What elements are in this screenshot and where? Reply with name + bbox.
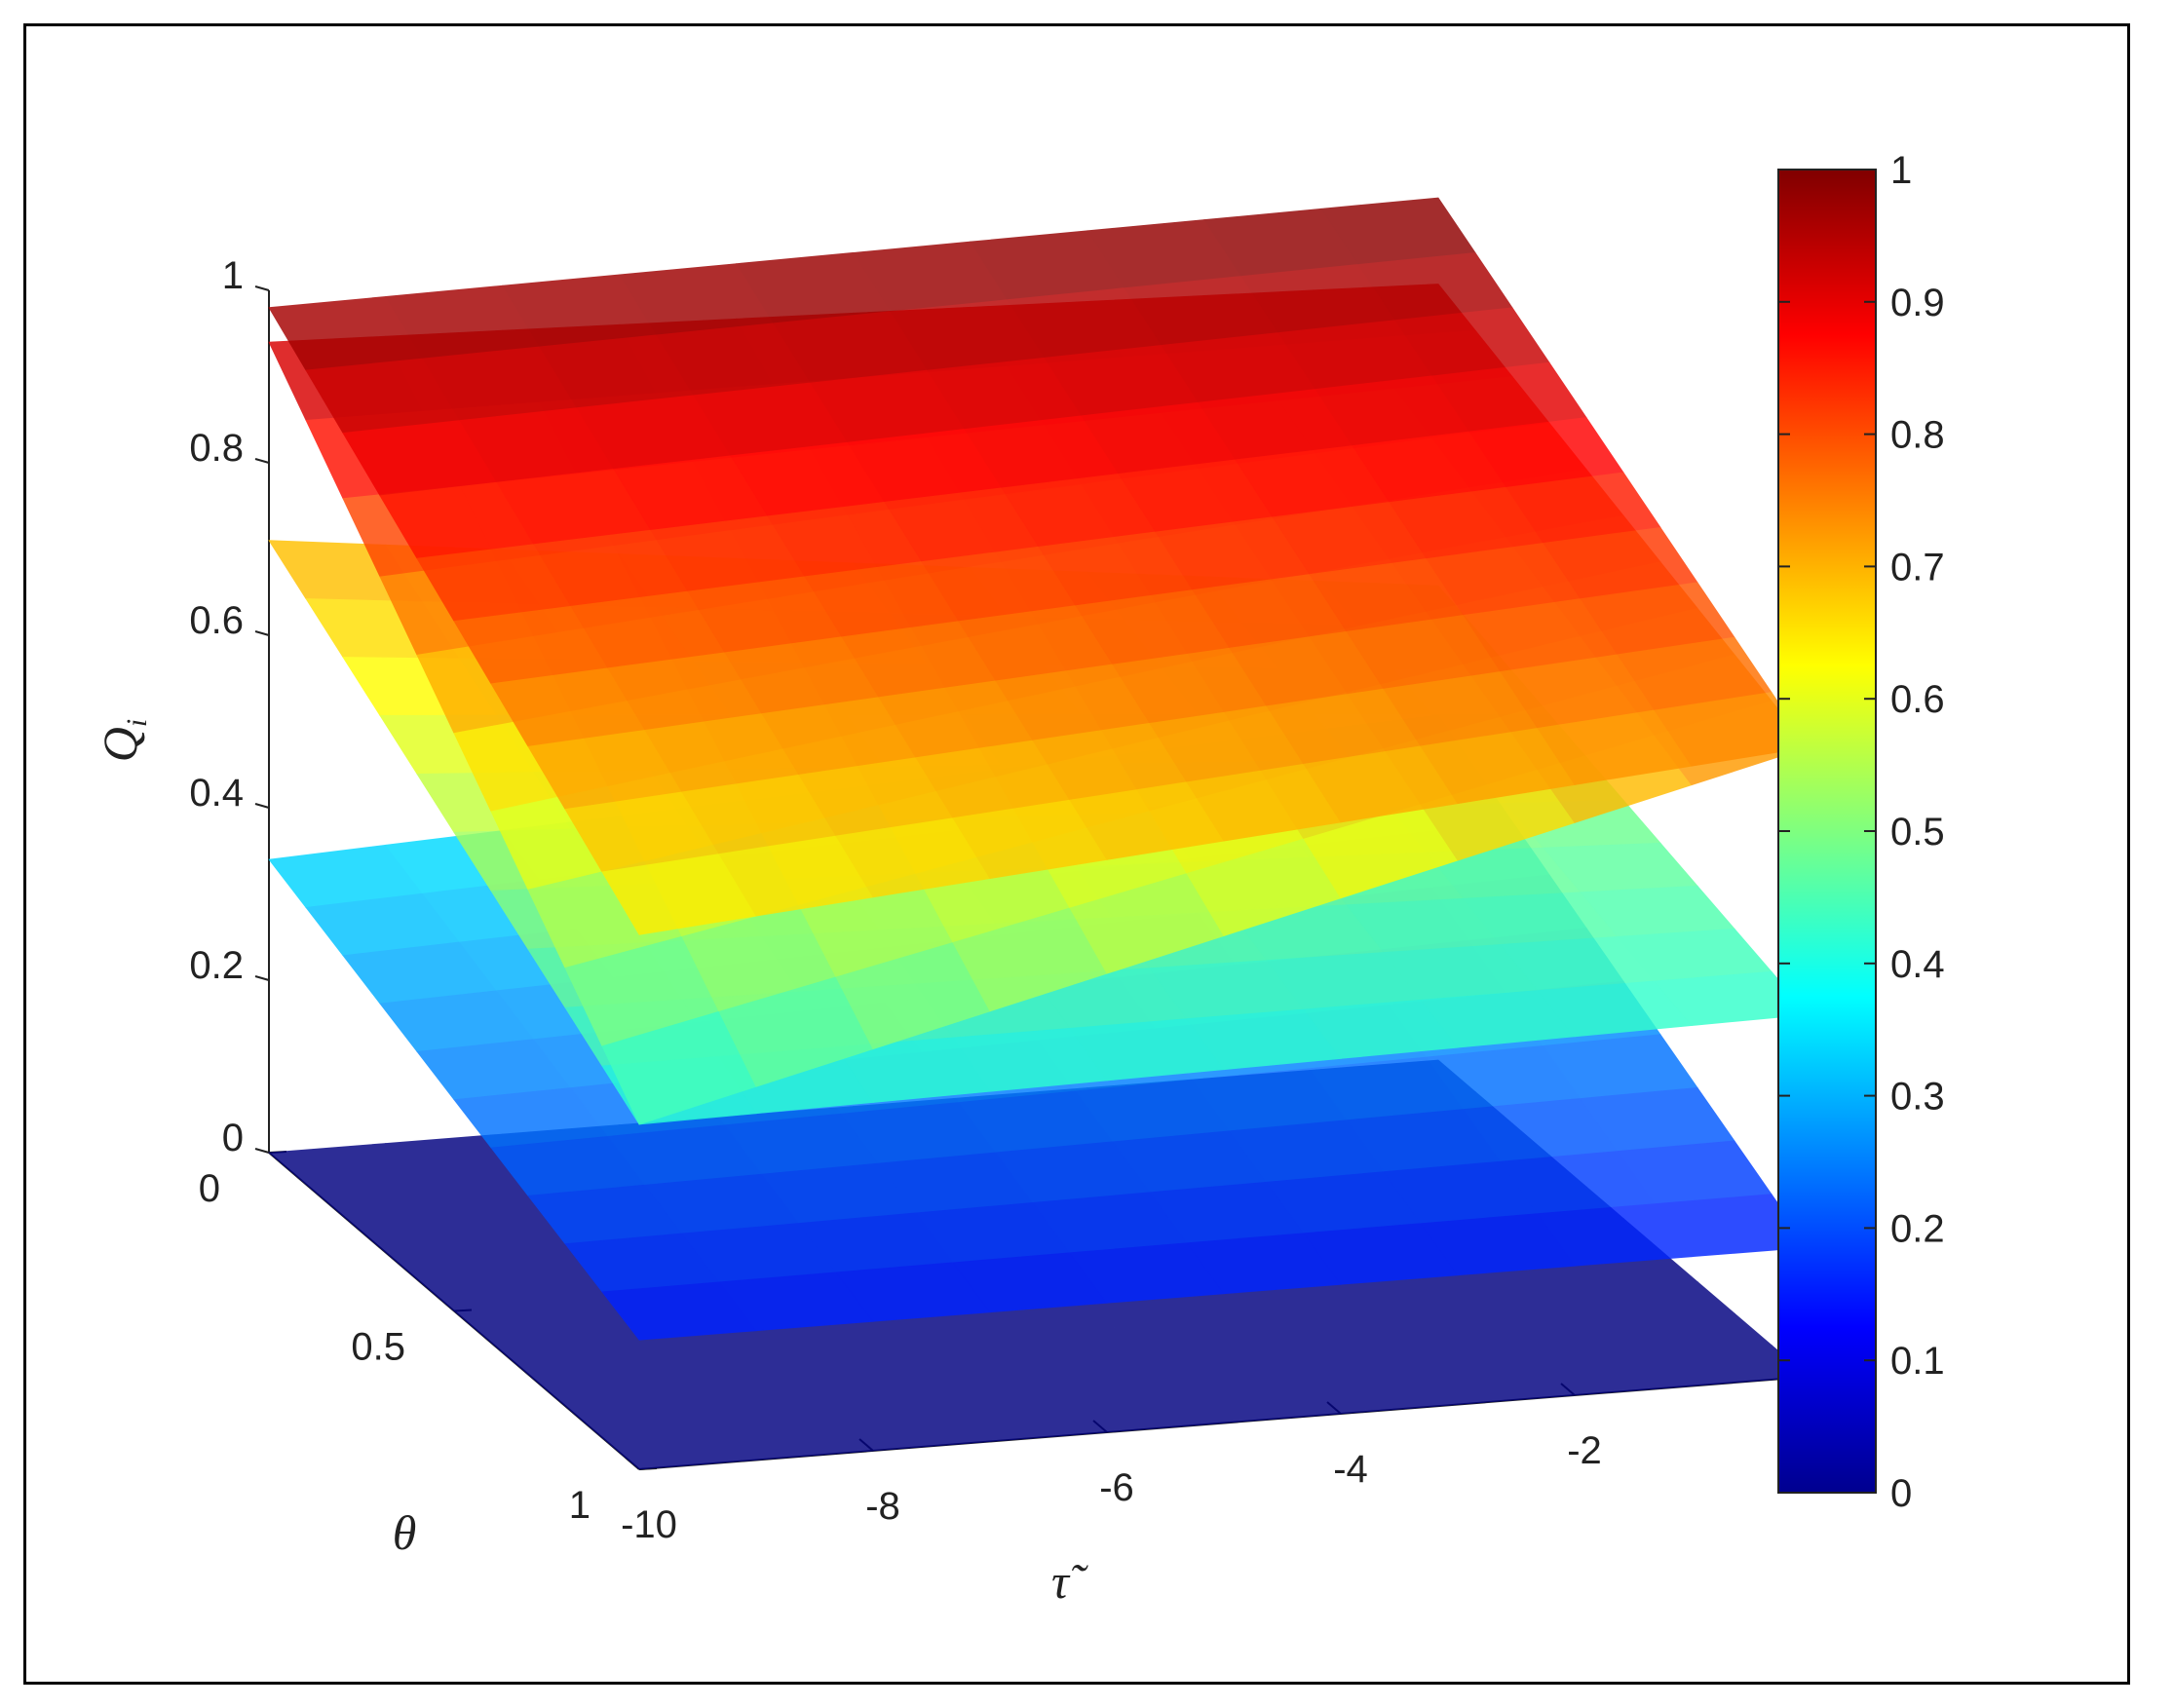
colorbar xyxy=(1777,169,1877,1494)
z-tick xyxy=(254,285,270,291)
tau-tick-label: -8 xyxy=(865,1485,900,1528)
surface-Q2 xyxy=(268,197,1810,935)
z-tick xyxy=(254,803,270,809)
tau-axis-label: τ̃ xyxy=(1051,1554,1088,1609)
colorbar-tick-label: 0.8 xyxy=(1890,414,1945,457)
z-axis-label-subscript: i xyxy=(121,719,153,727)
colorbar-tick-label: 0 xyxy=(1890,1472,1912,1515)
colorbar-tick-label: 0.7 xyxy=(1890,546,1945,588)
z-tick-label: 0 xyxy=(222,1117,244,1159)
colorbar-group: 0 0.1 0.2 0.3 0.4 0.5 0.6 0.7 0.8 0.9 1 xyxy=(1777,149,1945,1515)
theta-tick-label: 0.5 xyxy=(351,1326,405,1369)
z-tick xyxy=(254,975,270,981)
z-axis-label: Qi xyxy=(93,719,153,762)
z-tick-label: 0.2 xyxy=(189,944,244,987)
colorbar-tick-label: 0.6 xyxy=(1890,678,1945,721)
colorbar-tick-label: 0.9 xyxy=(1890,282,1945,324)
tau-tick-label: -4 xyxy=(1333,1448,1368,1491)
colorbar-tick-label: 1 xyxy=(1890,149,1912,192)
colorbar-tick-label: 0.1 xyxy=(1890,1340,1945,1383)
z-tick xyxy=(254,630,270,636)
z-tick xyxy=(254,458,270,464)
surfaces-group xyxy=(268,197,1810,1470)
colorbar-tick-label: 0.5 xyxy=(1890,811,1945,854)
z-tick-label: 0.6 xyxy=(189,599,244,642)
tau-tick-label: -6 xyxy=(1099,1466,1134,1509)
z-tick-label: 1 xyxy=(222,254,244,297)
tau-tick-label: -2 xyxy=(1567,1429,1602,1472)
colorbar-tick-label: 0.4 xyxy=(1890,943,1945,986)
theta-axis-label: θ xyxy=(393,1505,417,1560)
theta-tick-label: 0 xyxy=(199,1167,220,1210)
z-tick-label: 0.8 xyxy=(189,427,244,470)
colorbar-tick-label: 0.2 xyxy=(1890,1207,1945,1250)
theta-tick-label: 1 xyxy=(569,1484,591,1527)
z-tick xyxy=(254,1148,270,1154)
z-tick-label: 0.4 xyxy=(189,772,244,815)
colorbar-tick-label: 0.3 xyxy=(1890,1076,1945,1119)
tau-tick-label: -10 xyxy=(621,1503,677,1546)
